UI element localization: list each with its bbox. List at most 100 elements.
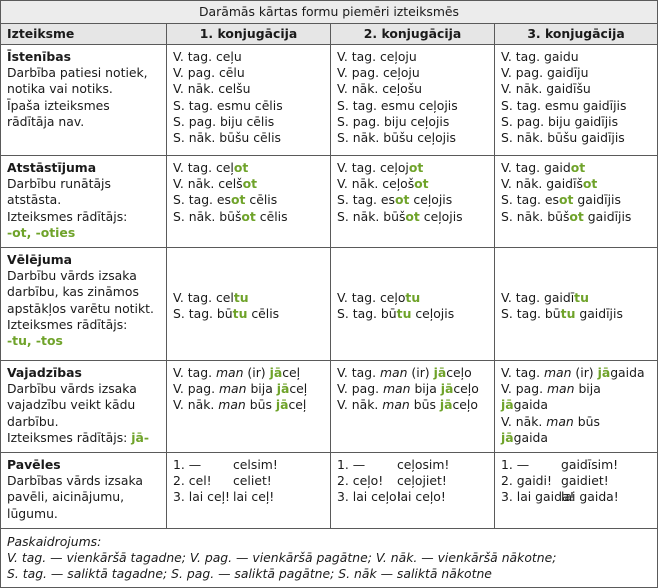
mood-description: Darbību vārds izsaka vajadzību veikt kād…: [7, 381, 137, 429]
imperative-plural: celsim!: [233, 457, 278, 472]
form-text: S. pag. biju cēlis: [173, 113, 275, 129]
form-marker: jā: [597, 365, 611, 380]
imperative-line: 1. — gaidīsim!: [501, 457, 651, 473]
form-marker: ot: [414, 176, 429, 192]
mood-name: Atstāstījuma: [7, 160, 97, 175]
footer-line-1: V. tag. — vienkāršā tagadne; V. pag. — v…: [7, 550, 557, 566]
verb-form-line: V. tag. gaidītu: [501, 290, 651, 306]
form-text: V. tag. ceļoj: [337, 160, 409, 175]
imperative-line: 1. — celsim!: [173, 457, 324, 473]
imperative-plural: celiet!: [233, 473, 272, 489]
forms-cell: V. tag. gaidu V. pag. gaidīju V. nāk. gaid…: [493, 44, 658, 156]
form-text: bija: [246, 381, 277, 397]
forms-cell: 1. — gaidīsim! 2. gaidi! gaidiet! 3. lai gai…: [493, 452, 658, 529]
form-text: V. tag.: [173, 365, 216, 380]
verb-form-line: V. nāk. gaidīšot: [501, 176, 651, 192]
form-text: man: [382, 381, 411, 397]
form-marker: ot: [408, 160, 424, 175]
form-text: būs: [573, 413, 600, 429]
header-mood: Izteiksme: [0, 23, 167, 45]
verb-form-line: V. tag. man (ir) jāgaida: [501, 365, 651, 381]
form-text: man: [218, 381, 247, 397]
row-istenibas: Īstenības Darbība patiesi notiek, notika…: [0, 44, 658, 156]
verb-form-line: V. nāk. man būs: [501, 414, 651, 430]
verb-form-line: S. nāk. būšot ceļojis: [337, 209, 488, 225]
form-text: ceļ: [289, 381, 308, 397]
verb-form-line: S. pag. biju ceļojis: [337, 114, 488, 130]
form-text: gaidījis: [573, 192, 621, 208]
form-text: bija: [410, 381, 441, 397]
forms-cell: V. tag. ceļojot V. nāk. ceļošot S. tag. es…: [330, 155, 495, 248]
form-marker: tu: [405, 289, 421, 305]
verb-form-line: S. nāk. būšu ceļojis: [337, 130, 488, 146]
form-marker: jā: [501, 397, 514, 413]
form-text: V. pag. gaidīju: [501, 65, 589, 81]
form-text: V. tag. cel: [173, 289, 234, 305]
mood-description: Darbību runātājs atstāsta. Izteiksmes rā…: [7, 176, 128, 224]
verb-form-line: V. pag. cēlu: [173, 65, 324, 81]
form-text: man: [215, 365, 244, 380]
form-text: S. nāk. būš: [501, 208, 570, 224]
verb-form-line: S. tag. esot gaidījis: [501, 192, 651, 208]
form-marker: jā: [501, 429, 514, 445]
verb-form-line: jāgaida: [501, 397, 651, 413]
form-text: V. nāk. gaidīšu: [501, 81, 591, 97]
form-text: V. nāk. ceļoš: [337, 176, 415, 192]
form-text: V. nāk.: [173, 397, 219, 413]
form-text: S. pag. biju gaidījis: [501, 113, 619, 129]
verb-form-line: S. nāk. būšot cēlis: [173, 209, 324, 225]
form-marker: ot: [231, 192, 246, 208]
form-marker: ot: [570, 160, 586, 175]
form-marker: jā: [439, 397, 453, 413]
form-text: V. pag.: [501, 381, 547, 397]
form-text: būs: [245, 397, 276, 413]
header-conj-2: 2. konjugācija: [330, 23, 495, 45]
imperative-plural: gaidīsim!: [561, 457, 619, 472]
mood-description: Darbības vārds izsaka pavēli, aicinājumu…: [7, 473, 143, 521]
verb-form-line: V. nāk. man būs jāceļo: [337, 397, 488, 413]
form-text: S. pag. biju ceļojis: [337, 113, 450, 129]
form-text: V. nāk. gaidīš: [501, 176, 583, 192]
form-text: ceļ: [282, 365, 301, 380]
form-text: V. tag.: [501, 365, 544, 380]
form-text: ceļojis: [419, 208, 463, 224]
footer-cell: Paskaidrojums: V. tag. — vienkāršā tagad…: [0, 528, 658, 588]
mood-cell: Īstenības Darbība patiesi notiek, notika…: [0, 44, 167, 156]
form-text: man: [546, 381, 575, 397]
form-text: S. nāk. būšu cēlis: [173, 130, 281, 146]
verb-form-line: V. tag. man (ir) jāceļ: [173, 365, 324, 381]
forms-cell: V. tag. celtu S. tag. būtu cēlis: [166, 247, 331, 361]
forms-cell: 1. — ceļosim! 2. ceļo! ceļojiet! 3. lai ceļo…: [330, 452, 495, 529]
imperative-plural: gaidiet!: [561, 473, 609, 489]
row-vajadzibas: Vajadzības Darbību vārds izsaka vajadzīb…: [0, 360, 658, 453]
form-marker: tu: [232, 306, 248, 321]
imperative-plural: lai ceļ!: [233, 489, 275, 505]
imperative-singular: 2. ceļo!: [337, 473, 384, 489]
form-marker: ot: [233, 160, 249, 175]
form-text: V. tag. ceļo: [337, 289, 406, 305]
form-marker: ot: [242, 176, 258, 192]
form-text: man: [543, 365, 572, 380]
mood-name: Pavēles: [7, 457, 61, 472]
form-marker: tu: [560, 306, 576, 321]
mood-description: Darbību vārds izsaka darbību, kas zinām​…: [7, 268, 154, 332]
forms-cell: V. tag. man (ir) jāgaida V. pag. man bija…: [493, 360, 658, 453]
form-marker: ot: [582, 176, 598, 192]
verb-form-line: V. pag. ceļoju: [337, 65, 488, 81]
form-text: ceļojis: [411, 306, 455, 321]
imperative-singular: 1. —: [501, 457, 530, 472]
row-atstastijuma: Atstāstījuma Darbību runātājs atstāsta. …: [0, 155, 658, 248]
indicator-prefix: Izteiksmes rādītājs:: [7, 429, 132, 445]
imperative-line: 3. lai ceļo! lai ceļo!: [337, 489, 488, 505]
form-marker: tu: [233, 289, 249, 305]
verb-form-line: S. tag. būtu cēlis: [173, 306, 324, 322]
verb-form-line: V. pag. man bija: [501, 381, 651, 397]
form-text: V. nāk.: [501, 413, 547, 429]
forms-cell: V. tag. ceļotu S. tag. būtu ceļojis: [330, 247, 495, 361]
form-text: S. tag. esmu gaidījis: [501, 97, 627, 113]
form-marker: jā: [276, 381, 290, 397]
form-text: S. tag. esmu ceļojis: [337, 97, 458, 113]
form-text: S. tag. bū: [173, 306, 233, 321]
verb-form-line: V. tag. ceļot: [173, 160, 324, 176]
